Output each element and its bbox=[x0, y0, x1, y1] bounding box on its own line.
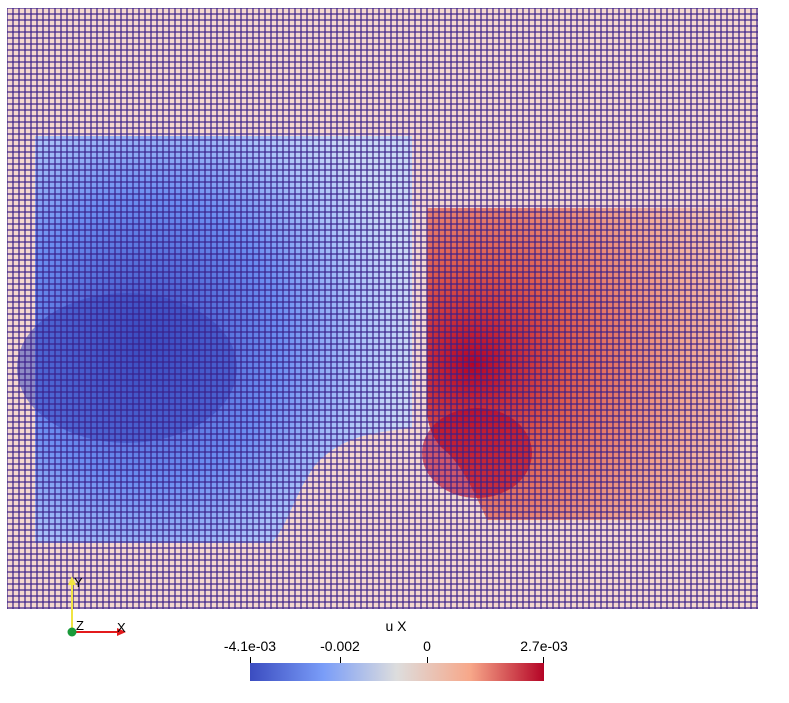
x-axis-label: X bbox=[117, 620, 126, 635]
orientation-axes: Y Z X bbox=[60, 570, 140, 645]
mesh-grid-lines bbox=[7, 8, 758, 609]
colorbar-min-label: -4.1e-03 bbox=[223, 638, 277, 654]
color-legend: u X -4.1e-03 -0.002 0 2.7e-03 bbox=[220, 615, 580, 685]
axes-triad-icon bbox=[67, 576, 126, 637]
y-axis-label: Y bbox=[74, 575, 83, 590]
z-axis-origin-dot bbox=[67, 627, 77, 637]
y-axis-arrowhead bbox=[68, 576, 76, 585]
render-viewport[interactable] bbox=[7, 8, 758, 609]
colorbar-title: u X bbox=[385, 618, 407, 634]
x-axis-arrowhead bbox=[117, 628, 126, 636]
displacement-field-plot bbox=[7, 8, 758, 609]
z-axis-label: Z bbox=[76, 618, 84, 633]
colorbar-tick-label: 0 bbox=[423, 638, 431, 654]
colorbar-tick-label: -0.002 bbox=[320, 638, 360, 654]
colorbar-max-label: 2.7e-03 bbox=[520, 638, 568, 654]
colorbar-gradient bbox=[250, 663, 544, 681]
